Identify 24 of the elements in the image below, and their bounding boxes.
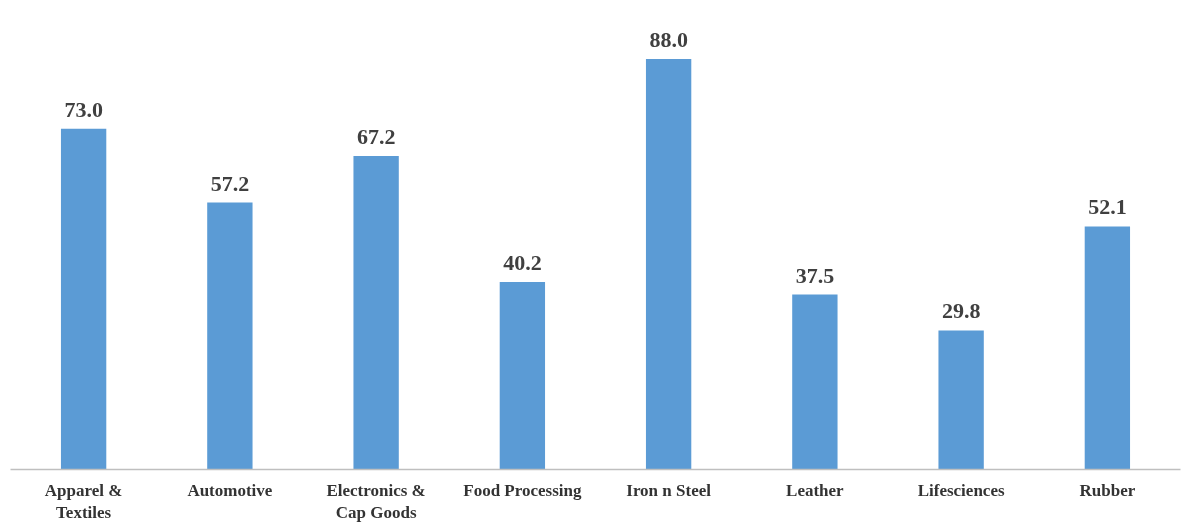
x-tick-label: Lifesciences [917,480,1005,500]
data-label: 40.2 [503,249,542,275]
data-label: 37.5 [795,262,835,288]
x-tick-label: Leather [786,480,845,500]
bar [353,155,399,470]
x-tick-label: Food Processing [463,480,582,500]
x-tick-label: Automotive [187,480,273,500]
x-tick-label: Electronics & Cap Goods [326,480,426,523]
bar [645,58,692,470]
x-tick-label: Rubber [1079,480,1136,500]
data-label: 57.2 [210,170,250,196]
data-label: 73.0 [64,96,103,122]
data-label: 88.0 [649,26,688,52]
bar [938,330,984,470]
x-tick-label: Iron n Steel [626,480,712,500]
bar [1084,226,1131,470]
data-label: 67.2 [356,123,396,149]
data-label: 29.8 [941,298,981,324]
bar [792,294,838,470]
x-tick-label: Apparel & Textiles [44,480,123,523]
data-label: 52.1 [1088,194,1127,220]
bar [499,281,546,470]
bar [207,202,253,470]
bar [60,128,107,470]
